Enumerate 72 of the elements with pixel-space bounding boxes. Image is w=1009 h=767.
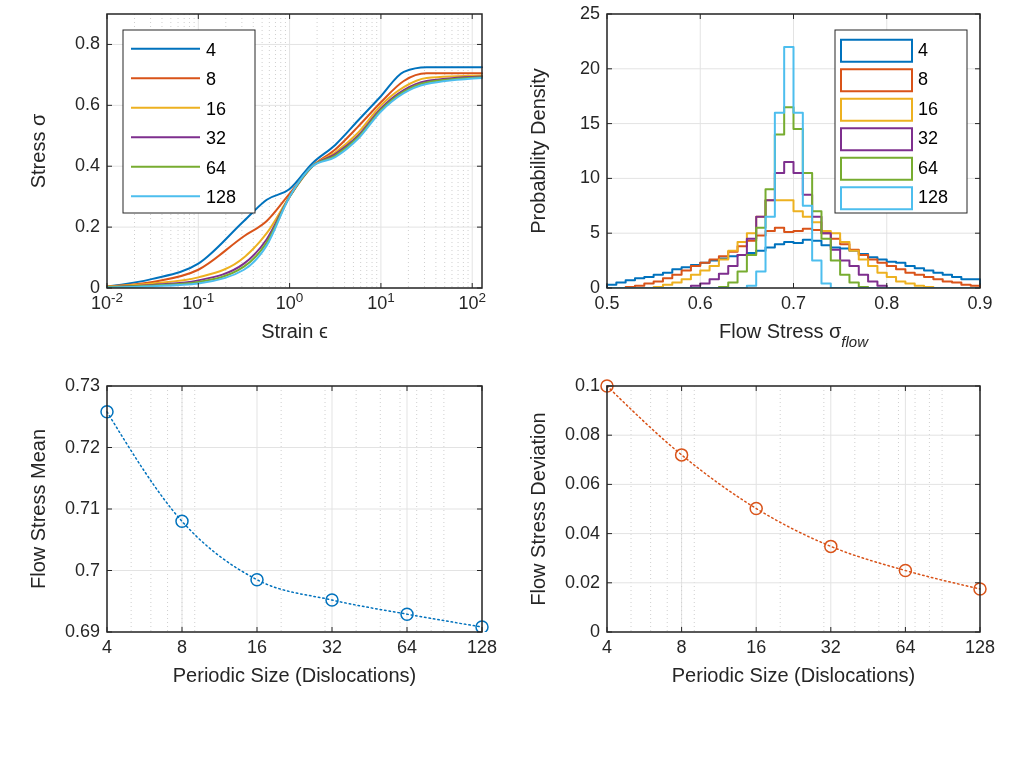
y-tick-label: 0.06 — [564, 473, 600, 494]
y-tick-label: 0.71 — [64, 497, 100, 518]
x-tick-label: 0.7 — [780, 293, 807, 313]
y-axis-title: Probability Density — [527, 68, 549, 234]
y-axis-title: Flow Stress Deviation — [527, 412, 549, 606]
y-axis-title: Flow Stress Mean — [27, 428, 49, 590]
y-tick-label: 0.73 — [64, 374, 100, 395]
point — [175, 514, 189, 529]
x-tick-label: 10$^{-1}$ — [182, 289, 215, 313]
y-tick-label: 0.02 — [564, 571, 600, 592]
y-tick-label: 0.7 — [74, 559, 100, 580]
y-tick-label: 0.4 — [74, 154, 100, 175]
x-tick-label: 16 — [246, 637, 268, 657]
y-tick-label: 0.72 — [64, 436, 100, 457]
point — [475, 620, 489, 632]
y-tick-label: 0.6 — [74, 94, 100, 115]
y-tick-label: 0.04 — [564, 522, 600, 543]
legend-label: 64 — [918, 157, 939, 178]
y-tick-label: 0 — [589, 620, 600, 641]
point — [973, 582, 987, 596]
x-tick-label: 8 — [176, 637, 188, 657]
legend-label: 32 — [206, 128, 227, 148]
legend-label: 4 — [918, 39, 929, 60]
y-tick-label: 0.8 — [74, 33, 100, 54]
x-axis-title: Strain ϵ — [261, 320, 328, 342]
x-axis-title: Periodic Size (Dislocations) — [671, 664, 916, 686]
x-tick-label: 10$^{2}$ — [458, 289, 486, 313]
legend-label: 4 — [206, 39, 217, 60]
point — [325, 593, 339, 607]
legend-label: 8 — [918, 69, 929, 89]
x-tick-label: 16 — [746, 637, 767, 657]
legend-label: 128 — [918, 187, 949, 207]
point — [100, 405, 114, 419]
x-tick-label: 32 — [321, 637, 343, 657]
legend-label: 64 — [206, 157, 227, 178]
legend-label: 16 — [206, 98, 227, 119]
x-tick-label: 0.9 — [967, 293, 993, 313]
x-tick-label: 128 — [466, 637, 498, 657]
x-tick-label: 10$^{1}$ — [367, 289, 395, 313]
y-tick-label: 0.1 — [574, 374, 600, 395]
point — [824, 539, 838, 554]
legend-label: 128 — [206, 187, 237, 207]
x-tick-label: 64 — [895, 637, 916, 657]
x-tick-label: 32 — [820, 637, 841, 657]
legend-label: 32 — [918, 128, 939, 148]
x-tick-label: 4 — [101, 637, 113, 657]
y-tick-label: 25 — [579, 2, 600, 23]
x-axis-title: Periodic Size (Dislocations) — [172, 664, 417, 686]
x-tick-label: 8 — [676, 637, 687, 657]
x-tick-label: 128 — [964, 637, 996, 657]
y-tick-label: 15 — [579, 112, 600, 133]
x-tick-label: 64 — [396, 637, 418, 657]
y-tick-label: 5 — [589, 221, 600, 242]
point — [674, 448, 689, 462]
point — [250, 572, 264, 587]
y-tick-label: 0.69 — [64, 620, 100, 641]
y-tick-label: 10 — [579, 167, 600, 188]
point — [400, 607, 414, 621]
x-tick-label: 4 — [601, 637, 613, 657]
legend-label: 16 — [918, 98, 939, 119]
point — [749, 501, 763, 516]
y-tick-label: 0.2 — [74, 215, 100, 236]
legend-label: 8 — [206, 69, 217, 89]
y-tick-label: 0.08 — [564, 423, 600, 444]
y-tick-label: 20 — [579, 57, 600, 78]
x-tick-label: 0.6 — [687, 293, 713, 313]
point — [898, 563, 913, 578]
y-axis-title: Stress σ — [27, 113, 49, 189]
point — [600, 379, 614, 393]
x-tick-label: 0.8 — [874, 293, 900, 313]
x-tick-label: 10$^{0}$ — [275, 289, 304, 313]
x-axis-title: Flow Stress σ$_{flow}$ — [718, 320, 870, 350]
